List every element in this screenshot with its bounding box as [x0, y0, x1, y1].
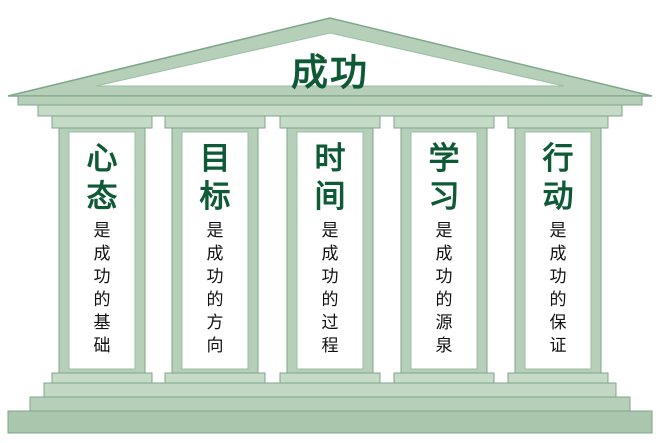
- column-foot: [51, 372, 153, 384]
- pillar-3: 时间是成功的过程: [290, 140, 370, 358]
- column-face: [524, 131, 592, 370]
- base-step-1: [43, 382, 617, 398]
- pillar-description: 是成功的过程: [321, 221, 339, 356]
- pillar-title: 行动: [542, 141, 574, 215]
- pillar-title: 心态: [86, 141, 118, 215]
- base-step-3: [7, 410, 653, 434]
- pillar-title: 目标: [199, 141, 231, 215]
- pillar-2: 目标是成功的方向: [175, 140, 255, 358]
- column-foot: [279, 372, 381, 384]
- pillar-description: 是成功的方向: [206, 221, 224, 356]
- pillar-4: 学习是成功的源泉: [404, 140, 484, 358]
- pillar-title: 时间: [314, 141, 346, 215]
- column-foot: [507, 372, 609, 384]
- pillar-description: 是成功的保证: [549, 221, 567, 356]
- entablature-bottom: [37, 104, 623, 117]
- column-face: [181, 131, 249, 370]
- pillar-description: 是成功的基础: [93, 221, 111, 356]
- column-capital: [279, 115, 381, 129]
- roof-title: 成功: [291, 51, 369, 94]
- column-foot: [393, 372, 495, 384]
- column-face: [296, 131, 364, 370]
- pillar-1: 心态是成功的基础: [62, 140, 142, 358]
- column-capital: [393, 115, 495, 129]
- column-face: [68, 131, 136, 370]
- column-capital: [164, 115, 266, 129]
- pillar-title: 学习: [428, 141, 460, 215]
- pillar-5: 行动是成功的保证: [518, 140, 598, 358]
- column-foot: [164, 372, 266, 384]
- pillar-description: 是成功的源泉: [435, 221, 453, 356]
- column-capital: [51, 115, 153, 129]
- column-face: [410, 131, 478, 370]
- entablature-top: [17, 95, 643, 106]
- columns: [51, 115, 609, 384]
- base-step-2: [29, 396, 631, 412]
- column-capital: [507, 115, 609, 129]
- roof-inner: [95, 32, 565, 87]
